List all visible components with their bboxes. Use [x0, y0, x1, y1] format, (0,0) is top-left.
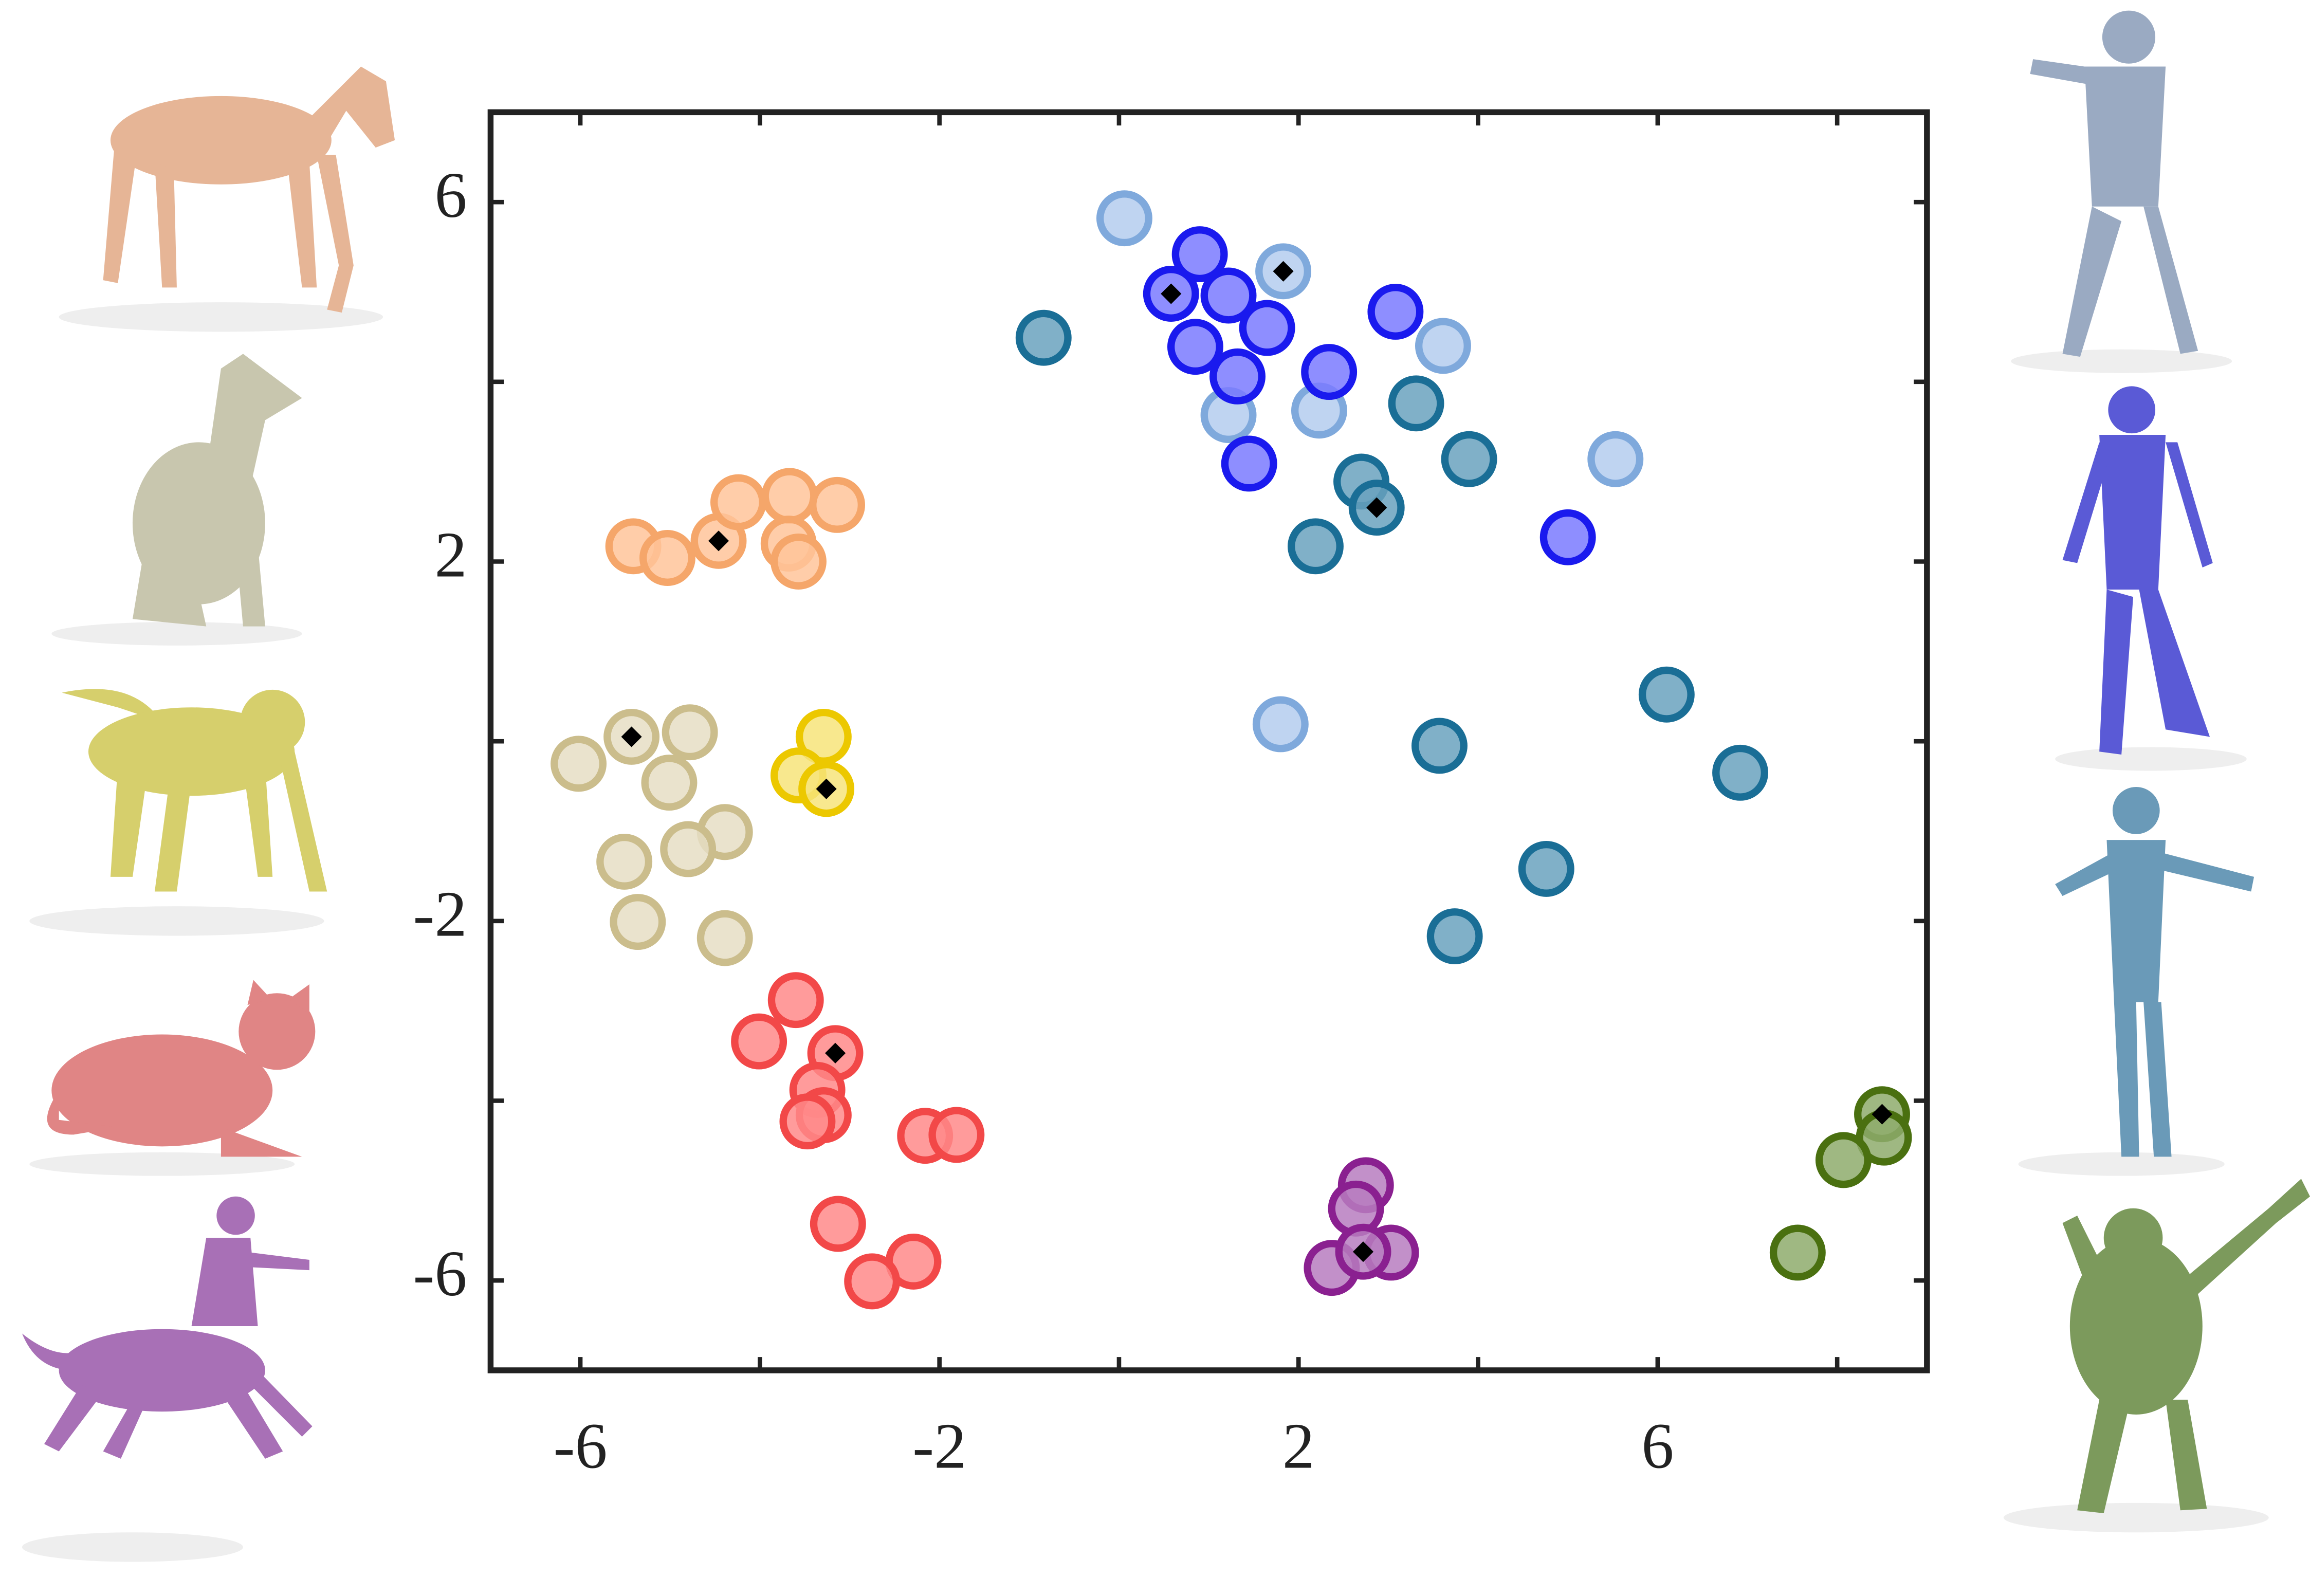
- point: [1171, 226, 1228, 283]
- point: [779, 1093, 836, 1150]
- point: [1388, 375, 1444, 432]
- point: [1415, 318, 1471, 374]
- shape-wolf: [29, 689, 327, 936]
- y-tick-label: -2: [413, 879, 467, 950]
- shape-horse: [59, 66, 395, 332]
- point: [1411, 718, 1468, 774]
- point: [1287, 518, 1344, 575]
- point: [1167, 319, 1223, 375]
- point: [767, 972, 824, 1029]
- point: [771, 534, 827, 590]
- shape-human-1: [2011, 10, 2232, 373]
- key-point-marker: [621, 726, 642, 747]
- shape-cat: [29, 980, 316, 1176]
- y-tick-label: -6: [413, 1238, 467, 1310]
- point: [660, 821, 717, 877]
- x-tick-label: -2: [912, 1410, 966, 1482]
- point: [1426, 908, 1483, 964]
- point: [1441, 431, 1497, 487]
- point: [1539, 509, 1596, 565]
- point: [1239, 300, 1295, 356]
- point: [1301, 344, 1358, 400]
- plot-area: [551, 190, 1912, 1310]
- point: [1200, 267, 1257, 324]
- key-point-marker: [1273, 261, 1294, 282]
- point: [1367, 284, 1424, 340]
- point: [1209, 348, 1266, 405]
- point: [662, 704, 718, 761]
- x-tick-label: 6: [1641, 1410, 1674, 1482]
- point: [696, 910, 753, 966]
- point: [596, 833, 653, 890]
- point: [928, 1107, 985, 1163]
- point: [1015, 309, 1072, 366]
- shape-gorilla: [2003, 1179, 2310, 1533]
- point: [761, 468, 818, 524]
- shape-human-2: [2055, 386, 2247, 771]
- shape-dog: [51, 354, 302, 646]
- key-point-marker: [1161, 283, 1182, 304]
- point: [731, 1013, 787, 1070]
- point: [1638, 666, 1695, 723]
- x-tick-label: 2: [1282, 1410, 1315, 1482]
- key-point-marker: [708, 530, 729, 552]
- key-point-marker: [1872, 1104, 1893, 1125]
- shape-centaur: [22, 1196, 313, 1562]
- point: [1587, 431, 1644, 487]
- point: [1096, 190, 1152, 247]
- point: [610, 894, 666, 950]
- point: [1252, 696, 1309, 753]
- point: [639, 530, 695, 586]
- point: [1712, 744, 1769, 801]
- point: [1815, 1132, 1872, 1188]
- point: [1769, 1224, 1826, 1281]
- y-tick-label: 2: [434, 519, 467, 591]
- key-point-marker: [825, 1042, 846, 1063]
- point: [1518, 840, 1574, 897]
- point: [1221, 435, 1277, 492]
- point: [710, 474, 766, 530]
- point: [844, 1253, 901, 1310]
- point: [809, 476, 866, 533]
- key-point-marker: [1366, 497, 1387, 518]
- key-point-marker: [816, 778, 837, 799]
- point: [641, 755, 698, 811]
- x-tick-label: -6: [554, 1410, 608, 1482]
- point: [810, 1196, 866, 1252]
- y-tick-label: 6: [434, 160, 467, 231]
- point: [551, 736, 607, 792]
- shape-human-3: [2018, 787, 2254, 1176]
- key-point-marker: [1352, 1241, 1374, 1262]
